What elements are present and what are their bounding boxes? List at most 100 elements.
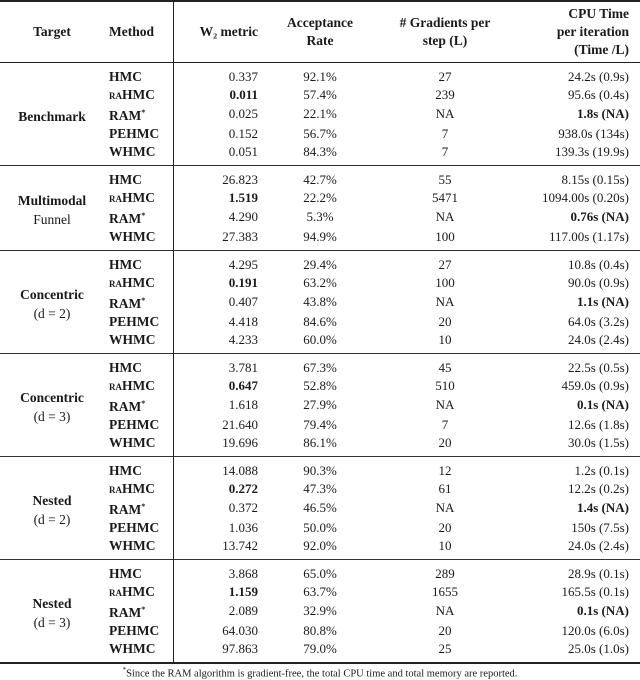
cpu-time-cell: 24.2s (0.9s) xyxy=(567,68,629,84)
method-cell: RAM* xyxy=(104,394,174,416)
w2-cell: 0.011 xyxy=(229,86,258,102)
acceptance-cell: 47.3% xyxy=(303,480,337,496)
table-row: RAM* 0.407 43.8% NA 1.1s (NA) xyxy=(0,291,640,313)
table-row: raHMC 0.011 57.4% 239 95.6s (0.4s) xyxy=(0,85,640,104)
cpu-time-cell: 150s (7.5s) xyxy=(571,519,629,535)
header-line: CPU Time xyxy=(568,6,629,21)
method-cell: HMC xyxy=(104,456,174,480)
gradients-cell: 510 xyxy=(435,377,455,393)
w2-cell: 1.618 xyxy=(228,397,258,412)
acceptance-cell: 27.9% xyxy=(303,397,337,412)
header-acceptance-rate: Acceptance Rate xyxy=(262,1,378,63)
table-group: Multimodal Funnel HMC 26.823 42.7% 55 8.15s (0… xyxy=(0,165,640,251)
gradients-cell: NA xyxy=(435,106,455,121)
table-row: RAM* 1.618 27.9% NA 0.1s (NA) xyxy=(0,394,640,416)
method-name: HMC xyxy=(109,359,142,375)
w2-cell: 1.519 xyxy=(228,189,258,205)
method-name: WHMC xyxy=(109,537,156,553)
table-row: PEHMC 0.152 56.7% 7 938.0s (134s) xyxy=(0,124,640,143)
method-cell: raHMC xyxy=(104,273,174,292)
target-cell: Concentric (d = 2) xyxy=(0,251,104,354)
w2-cell: 13.742 xyxy=(222,537,258,553)
acceptance-cell: 56.7% xyxy=(303,125,337,141)
w2-cell: 97.863 xyxy=(222,640,258,656)
w2-cell: 0.407 xyxy=(228,294,258,309)
acceptance-cell: 92.1% xyxy=(303,68,337,84)
w2-cell: 27.383 xyxy=(222,228,258,244)
method-cell: HMC xyxy=(104,250,174,274)
table-row: WHMC 4.233 60.0% 10 24.0s (2.4s) xyxy=(0,330,640,354)
target-label: Nested xyxy=(32,596,72,612)
footnote-mark: * xyxy=(141,501,146,511)
method-cell: raHMC xyxy=(104,85,174,104)
gradients-cell: 27 xyxy=(438,68,452,84)
table-group: Concentric (d = 2) HMC 4.295 29.4% 27 10.8s (0… xyxy=(0,250,640,354)
acceptance-cell: 57.4% xyxy=(303,86,337,102)
method-cell: HMC xyxy=(104,353,174,377)
method-cell: HMC xyxy=(104,62,174,86)
acceptance-cell: 52.8% xyxy=(303,377,337,393)
gradients-cell: 5471 xyxy=(432,189,458,205)
method-name: RAM xyxy=(109,210,142,226)
header-w2-metric: W₂ metric xyxy=(199,24,258,39)
gradients-cell: 20 xyxy=(438,434,452,450)
footnote-mark: * xyxy=(141,107,146,117)
header-gradients-per-step: # Gradients per step (L) xyxy=(378,1,512,63)
header-target: Target xyxy=(33,24,71,39)
w2-cell: 14.088 xyxy=(222,462,258,478)
acceptance-cell: 65.0% xyxy=(303,565,337,581)
acceptance-cell: 43.8% xyxy=(303,294,337,309)
w2-cell: 3.868 xyxy=(228,565,258,581)
method-cell: HMC xyxy=(104,165,174,189)
w2-cell: 4.418 xyxy=(228,313,258,329)
target-label: (d = 3) xyxy=(33,615,71,631)
table-row: raHMC 1.159 63.7% 1655 165.5s (0.1s) xyxy=(0,582,640,601)
table-row: Concentric (d = 2) HMC 4.295 29.4% 27 10.8s (0… xyxy=(0,250,640,321)
table-header: Target Method W₂ metric Acceptance Rate … xyxy=(0,1,640,63)
header-line: (Time /L) xyxy=(574,42,629,57)
footnote-mark: * xyxy=(141,210,146,220)
w2-cell: 21.640 xyxy=(222,416,258,432)
method-cell: raHMC xyxy=(104,479,174,498)
target-cell: Multimodal Funnel xyxy=(0,166,104,251)
w2-cell: 4.233 xyxy=(228,331,258,347)
method-name: PEHMC xyxy=(109,313,160,329)
header-line: per iteration xyxy=(556,24,629,39)
cpu-time-cell: 28.9s (0.1s) xyxy=(567,565,629,581)
table-row: RAM* 2.089 32.9% NA 0.1s (NA) xyxy=(0,600,640,622)
table-group: Benchmark HMC 0.337 92.1% 27 24.2s (0.9s) raHM… xyxy=(0,62,640,166)
target-label: Concentric xyxy=(20,287,84,303)
gradients-cell: 20 xyxy=(438,519,452,535)
acceptance-cell: 90.3% xyxy=(303,462,337,478)
method-cell: WHMC xyxy=(104,330,174,354)
method-name: RAM xyxy=(109,398,142,414)
footnote-text: Since the RAM algorithm is gradient-free… xyxy=(126,668,518,680)
acceptance-cell: 50.0% xyxy=(303,519,337,535)
method-name: WHMC xyxy=(109,228,156,244)
cpu-time-cell: 1094.00s (0.20s) xyxy=(541,189,629,205)
acceptance-cell: 86.1% xyxy=(303,434,337,450)
cpu-time-cell: 25.0s (1.0s) xyxy=(567,640,629,656)
target-label: (d = 2) xyxy=(33,512,71,528)
target-label: Concentric xyxy=(20,390,84,406)
cpu-time-cell: 1.4s (NA) xyxy=(577,500,629,515)
cpu-time-cell: 120.0s (6.0s) xyxy=(561,622,629,638)
method-name: raHMC xyxy=(109,189,155,205)
table-row: RAM* 4.290 5.3% NA 0.76s (NA) xyxy=(0,206,640,228)
w2-cell: 64.030 xyxy=(222,622,258,638)
gradients-cell: 7 xyxy=(441,143,449,159)
method-name: RAM xyxy=(109,604,142,620)
results-table: Target Method W₂ metric Acceptance Rate … xyxy=(0,1,640,663)
method-cell: WHMC xyxy=(104,639,174,663)
method-cell: RAM* xyxy=(104,497,174,519)
gradients-cell: 25 xyxy=(438,640,452,656)
cpu-time-cell: 12.6s (1.8s) xyxy=(567,416,629,432)
cpu-time-cell: 30.0s (1.5s) xyxy=(567,434,629,450)
gradients-cell: 7 xyxy=(441,416,449,432)
footnote-mark: * xyxy=(141,295,146,305)
method-cell: RAM* xyxy=(104,206,174,228)
table-group: Nested (d = 3) HMC 3.868 65.0% 289 28.9s (0.1s… xyxy=(0,559,640,663)
acceptance-cell: 22.1% xyxy=(303,106,337,121)
gradients-cell: 20 xyxy=(438,622,452,638)
method-name: raHMC xyxy=(109,480,155,496)
